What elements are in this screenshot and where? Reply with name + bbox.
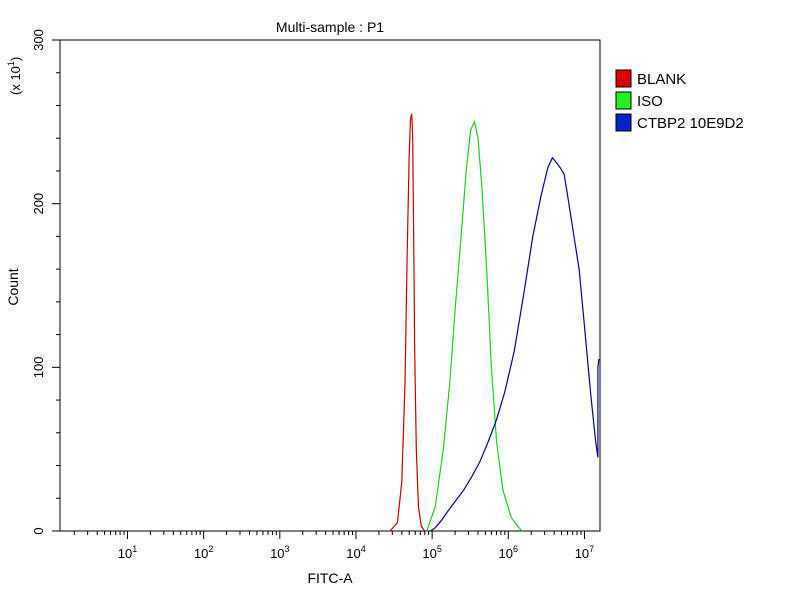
y-tick-label-3: 300	[31, 29, 46, 51]
y-tick-label-2: 200	[31, 193, 46, 215]
legend-swatch-1	[615, 91, 632, 110]
y-axis-label: Count	[5, 268, 21, 305]
x-tick-label-6: 107	[575, 544, 594, 561]
x-tick-base: 10	[346, 546, 360, 561]
legend-label-0: BLANK	[637, 71, 686, 88]
y-axis-multiplier-close: )	[8, 57, 23, 61]
x-tick-base: 10	[499, 546, 513, 561]
x-tick-label-0: 101	[118, 544, 137, 561]
x-tick-base: 10	[270, 546, 284, 561]
x-tick-exp: 7	[589, 544, 594, 554]
plot-frame	[59, 39, 601, 532]
series-layer	[389, 113, 600, 532]
series-line-1	[426, 119, 523, 532]
legend-swatch-2	[615, 113, 632, 132]
legend-label-2: CTBP2 10E9D2	[637, 115, 744, 132]
x-tick-label-5: 106	[499, 544, 518, 561]
x-tick-base: 10	[422, 546, 436, 561]
x-axis: 101 102 103 104 105 106 107	[73, 531, 594, 561]
x-tick-exp: 1	[132, 544, 137, 554]
series-line-0	[389, 113, 426, 532]
y-axis: 0 100 200 300	[31, 29, 60, 535]
x-tick-label-3: 104	[346, 544, 365, 561]
legend: BLANK ISO CTBP2 10E9D2	[615, 69, 744, 132]
x-tick-exp: 6	[513, 544, 518, 554]
legend-label-1: ISO	[637, 93, 663, 110]
x-tick-exp: 4	[361, 544, 366, 554]
y-tick-label-0: 0	[31, 527, 46, 534]
series-line-2	[430, 156, 600, 532]
x-tick-exp: 2	[208, 544, 213, 554]
x-tick-label-4: 105	[422, 544, 441, 561]
x-axis-label: FITC-A	[307, 570, 353, 586]
x-tick-label-2: 103	[270, 544, 289, 561]
y-axis-multiplier: (x 101)	[6, 57, 23, 95]
x-tick-exp: 5	[437, 544, 442, 554]
y-axis-multiplier-base: (x 10	[8, 66, 23, 95]
x-tick-label-1: 102	[194, 544, 213, 561]
chart-title: Multi-sample : P1	[276, 19, 384, 35]
x-tick-exp: 3	[285, 544, 290, 554]
y-tick-label-1: 100	[31, 356, 46, 378]
x-tick-base: 10	[194, 546, 208, 561]
x-tick-base: 10	[575, 546, 589, 561]
y-axis-multiplier-exp: 1	[6, 61, 16, 66]
x-tick-base: 10	[118, 546, 132, 561]
legend-swatch-0	[615, 69, 632, 88]
